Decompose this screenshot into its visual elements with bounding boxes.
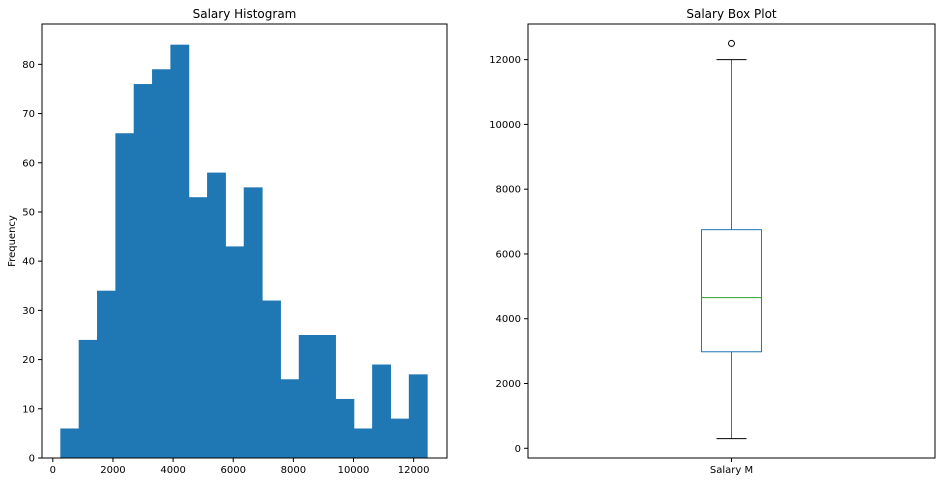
histogram-bar	[280, 379, 299, 458]
histogram-title: Salary Histogram	[193, 7, 297, 21]
y-tick-label: 2000	[496, 379, 521, 390]
histogram-bar	[115, 133, 134, 458]
histogram-bar	[189, 197, 208, 458]
y-tick-label: 0	[515, 444, 521, 455]
y-tick-label: 70	[22, 109, 35, 120]
y-tick-label: 10	[22, 404, 35, 415]
y-tick-label: 50	[22, 207, 35, 218]
x-tick-label: 6000	[220, 465, 245, 476]
histogram-bar	[225, 246, 244, 458]
histogram-y-ticks: 0 10 20 30 40 50 60 70 80	[22, 60, 42, 465]
x-tick-label: 10000	[338, 465, 370, 476]
histogram-bar	[317, 335, 336, 458]
y-tick-label: 80	[22, 60, 35, 71]
histogram-bars	[60, 45, 427, 458]
histogram-x-ticks: 0 2000 4000 6000 8000 10000 12000	[50, 458, 430, 476]
histogram-bar	[207, 173, 226, 458]
outlier-point	[729, 40, 735, 46]
histogram-bar	[170, 45, 189, 458]
histogram-bar	[60, 428, 79, 458]
y-tick-label: 20	[22, 355, 35, 366]
y-tick-label: 30	[22, 306, 35, 317]
histogram-bar	[299, 335, 318, 458]
histogram-bar	[79, 340, 98, 458]
boxplot-title: Salary Box Plot	[686, 7, 777, 21]
histogram-bar	[354, 428, 373, 458]
x-tick-label: 0	[50, 465, 56, 476]
box-iqr	[702, 230, 762, 352]
y-tick-label: 10000	[489, 120, 521, 131]
x-tick-label: 12000	[398, 465, 430, 476]
histogram-bar	[372, 365, 391, 458]
x-tick-label: Salary M	[710, 465, 753, 476]
histogram-bar	[262, 301, 281, 458]
histogram-bar	[97, 291, 116, 458]
y-tick-label: 8000	[496, 185, 521, 196]
boxplot-y-ticks: 0 2000 4000 6000 8000 10000 12000	[489, 55, 528, 455]
y-tick-label: 40	[22, 257, 35, 268]
histogram-bar	[152, 69, 171, 458]
histogram-bar	[244, 187, 263, 458]
histogram-bar	[134, 84, 153, 458]
y-tick-label: 60	[22, 158, 35, 169]
histogram-bar	[335, 399, 354, 458]
x-tick-label: 2000	[100, 465, 125, 476]
y-tick-label: 6000	[496, 249, 521, 260]
boxplot-panel: 0 2000 4000 6000 8000 10000 12000 Salary M Sal…	[489, 7, 935, 476]
boxplot-x-ticks: Salary M	[710, 458, 753, 476]
y-tick-label: 0	[29, 454, 35, 465]
x-tick-label: 4000	[160, 465, 185, 476]
histogram-bar	[390, 419, 409, 458]
x-tick-label: 8000	[281, 465, 306, 476]
histogram-bar	[409, 374, 428, 458]
y-tick-label: 4000	[496, 314, 521, 325]
histogram-panel: 0 2000 4000 6000 8000 10000 12000 0 10 20 30 40 50 6…	[7, 7, 447, 476]
histogram-y-axis-label: Frequency	[7, 215, 18, 267]
boxplot-marks	[702, 40, 762, 438]
y-tick-label: 12000	[489, 55, 521, 66]
